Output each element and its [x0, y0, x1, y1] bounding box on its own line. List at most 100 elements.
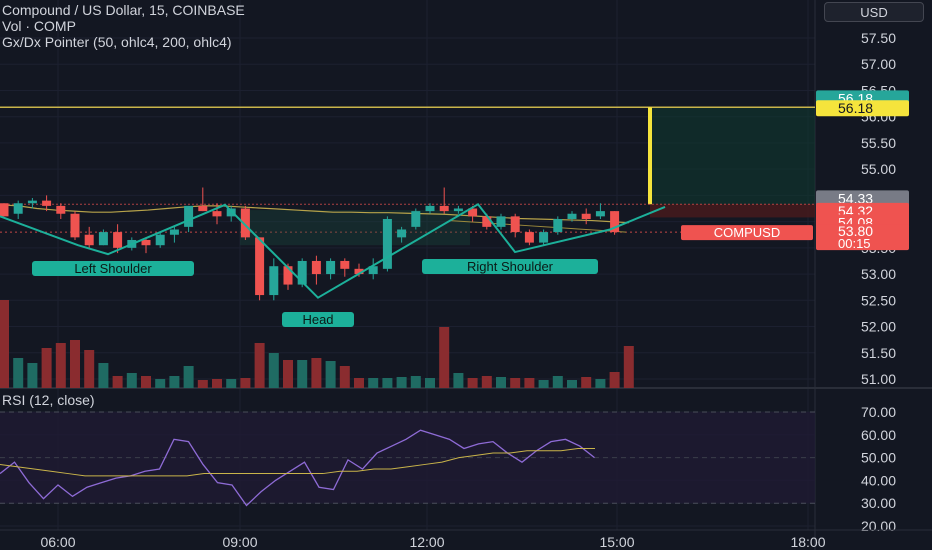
price-tick-label: 55.50 [861, 135, 896, 151]
candle-body [98, 232, 108, 246]
volume-bars [0, 300, 634, 388]
candle-body [581, 213, 591, 219]
symbol-title[interactable]: Compound / US Dollar, 15, COINBASE [2, 2, 245, 18]
candle-body [595, 211, 605, 217]
candle-body [269, 266, 279, 296]
volume-bar [410, 376, 421, 388]
rsi-ma-line [0, 447, 595, 477]
rsi-legend[interactable]: RSI (12, close) [2, 392, 95, 408]
volume-bar [126, 373, 137, 388]
volume-bar [325, 361, 336, 388]
volume-bar [169, 376, 180, 388]
rsi-tick-label: 70.00 [861, 404, 896, 420]
candle-body [382, 218, 392, 269]
volume-bar [41, 348, 52, 388]
candle-body [425, 205, 435, 212]
pattern-shade [240, 210, 470, 246]
target-zone-box [650, 107, 815, 205]
volume-legend[interactable]: Vol · COMP [2, 18, 76, 34]
volume-bar [84, 350, 95, 388]
price-tag-a: 54.33 [838, 190, 873, 206]
price-tick-label: 55.00 [861, 161, 896, 177]
volume-bar [27, 363, 38, 388]
candle-body [255, 237, 265, 296]
price-tick-label: 53.00 [861, 266, 896, 282]
price-tick-label: 57.00 [861, 56, 896, 72]
head-label: Head [302, 312, 333, 327]
volume-bar [623, 346, 634, 388]
volume-bar [524, 378, 535, 388]
volume-bar [595, 379, 606, 388]
volume-bar [212, 379, 222, 388]
volume-bar [481, 376, 492, 388]
candle-body [283, 266, 293, 285]
currency-button[interactable]: USD [824, 2, 924, 22]
candle-body [610, 211, 620, 233]
time-tick-label: 18:00 [790, 534, 825, 550]
rsi-pane[interactable] [0, 411, 815, 507]
candle-body [439, 205, 449, 212]
volume-bar [197, 380, 208, 388]
indicator-legend[interactable]: Gx/Dx Pointer (50, ohlc4, 200, ohlc4) [2, 34, 232, 50]
volume-bar [354, 378, 364, 388]
candle-body [56, 205, 66, 214]
right-shoulder-label-box [422, 259, 598, 274]
rsi-line [0, 429, 595, 507]
last-price-tag: 53.80 [838, 223, 873, 239]
target-line-tag: 56.18 [838, 100, 873, 116]
left-shoulder-label-box [32, 261, 194, 276]
candle-body [27, 200, 37, 204]
candle-body [311, 260, 321, 275]
volume-bar [453, 373, 464, 388]
rsi-tick-label: 40.00 [861, 472, 896, 488]
volume-bar [538, 380, 549, 388]
rsi-tick-label: 30.00 [861, 495, 896, 511]
price-tick-label: 57.50 [861, 30, 896, 46]
candle-body [553, 218, 563, 233]
volume-bar [396, 377, 407, 388]
volume-bar [425, 378, 435, 388]
volume-bar [55, 343, 66, 388]
candle-body [141, 239, 151, 246]
candle-body [169, 229, 179, 235]
volume-bar [283, 360, 293, 388]
candle-body [0, 203, 9, 217]
last-price-tag-bg [816, 224, 909, 251]
candle-body [297, 260, 307, 285]
candle-body [340, 260, 350, 269]
price-tags: 56.1856.1854.3354.3254.0853.8000:15COMPU… [681, 90, 909, 251]
candle-body [155, 234, 165, 246]
price-tag-a-bg [816, 190, 909, 207]
price-tick-label: 51.50 [861, 345, 896, 361]
volume-bar [98, 363, 109, 388]
price-tick-label: 51.00 [861, 371, 896, 387]
rsi-tick-label: 60.00 [861, 427, 896, 443]
volume-bar [552, 376, 563, 388]
time-axis[interactable]: 06:00 09:00 12:00 15:00 18:00 [0, 529, 932, 550]
rsi-tick-label: 50.00 [861, 450, 896, 466]
volume-bar [183, 366, 194, 388]
candle-body [226, 208, 236, 217]
candle-body [397, 229, 407, 238]
time-tick-label: 12:00 [409, 534, 444, 550]
candle-body [496, 216, 506, 227]
right-shoulder-label: Right Shoulder [467, 259, 554, 274]
bar-countdown: 00:15 [838, 236, 871, 251]
rsi-tick-label: 20.00 [861, 518, 896, 534]
candle-body [84, 234, 94, 246]
volume-bar [155, 379, 166, 388]
volume-bar [240, 378, 251, 388]
volume-bar [567, 380, 577, 388]
head-label-box [282, 312, 354, 327]
candle-body [198, 205, 208, 212]
head-and-shoulders-pattern[interactable]: Left Shoulder Head Right Shoulder [0, 202, 666, 327]
volume-bar [141, 376, 151, 388]
candle-body [368, 266, 378, 275]
candle-body [411, 211, 421, 227]
candle-body [240, 208, 250, 238]
time-tick-label: 06:00 [40, 534, 75, 550]
candle-body [13, 203, 23, 214]
volume-bar [368, 378, 379, 388]
candle-body [510, 216, 520, 233]
